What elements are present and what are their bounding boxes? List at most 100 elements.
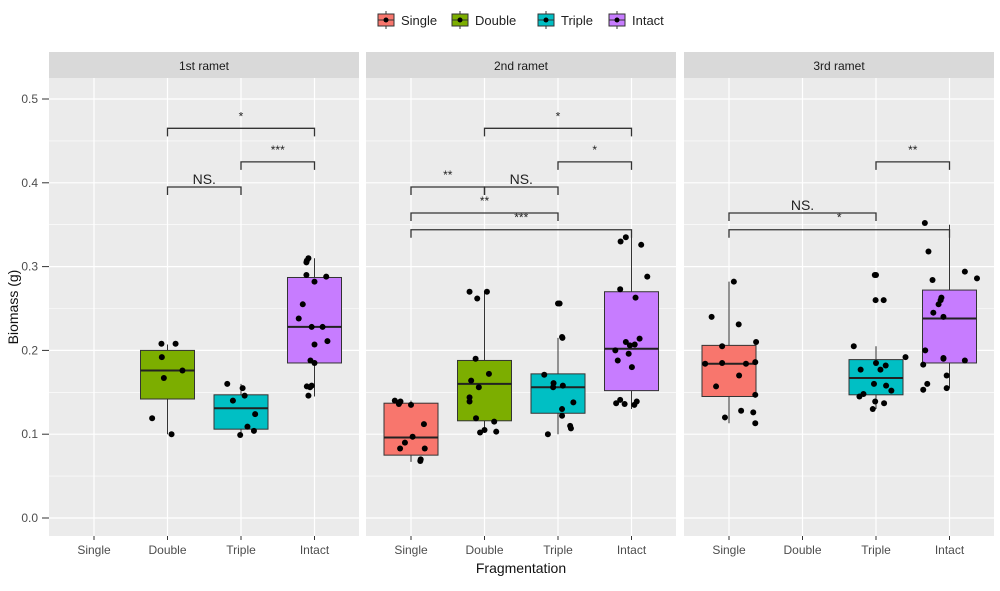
data-point xyxy=(943,372,950,379)
bracket-label: * xyxy=(239,109,244,123)
data-point xyxy=(943,385,950,392)
data-point xyxy=(753,339,760,346)
data-point xyxy=(421,445,428,452)
data-point xyxy=(466,398,473,405)
bracket-line xyxy=(557,161,633,170)
legend-dot xyxy=(383,17,389,23)
data-point xyxy=(750,409,757,416)
box-iqr xyxy=(922,289,977,364)
data-point xyxy=(311,278,318,285)
data-point xyxy=(752,391,759,398)
data-point xyxy=(617,396,624,403)
data-point xyxy=(860,390,867,397)
box-iqr xyxy=(383,402,439,456)
data-point xyxy=(752,420,759,427)
x-tick-label: Double xyxy=(148,543,186,557)
data-point xyxy=(612,347,619,354)
data-point xyxy=(395,401,402,408)
data-point xyxy=(544,431,551,438)
bracket-line xyxy=(875,161,951,170)
data-point xyxy=(633,398,640,405)
data-point xyxy=(239,385,246,392)
data-point xyxy=(305,392,312,399)
data-point xyxy=(857,366,864,373)
box-intact xyxy=(604,234,659,410)
data-point xyxy=(468,377,475,384)
x-tick-label: Intact xyxy=(300,543,330,557)
bracket-line xyxy=(483,127,633,137)
data-point xyxy=(473,415,480,422)
panel-strip xyxy=(49,52,359,78)
panel-strip xyxy=(684,52,994,78)
data-point xyxy=(570,399,577,406)
data-point xyxy=(713,383,720,390)
data-point xyxy=(303,271,310,278)
y-tick-label: 0.0 xyxy=(21,511,38,525)
significance-bracket: ** xyxy=(410,194,559,221)
bracket-line xyxy=(728,212,877,221)
data-point xyxy=(483,288,490,295)
data-point xyxy=(882,362,889,369)
legend-label: Intact xyxy=(632,13,664,28)
bracket-line xyxy=(166,127,316,137)
box-iqr xyxy=(604,291,659,392)
legend-dot xyxy=(457,17,463,23)
data-point xyxy=(735,321,742,328)
data-point xyxy=(160,375,167,382)
box-iqr xyxy=(213,394,269,430)
data-point xyxy=(311,341,318,348)
data-point xyxy=(229,397,236,404)
data-point xyxy=(883,382,890,389)
data-point xyxy=(625,350,632,357)
data-point xyxy=(922,347,929,354)
data-point xyxy=(391,397,398,404)
y-tick-label: 0.3 xyxy=(21,260,38,274)
box-triple xyxy=(213,380,269,439)
data-point xyxy=(237,432,244,439)
data-point xyxy=(179,367,186,374)
bracket-line xyxy=(410,212,559,221)
data-point xyxy=(491,418,498,425)
data-point xyxy=(752,359,759,366)
data-point xyxy=(638,241,645,248)
data-point xyxy=(873,359,879,366)
data-point xyxy=(319,323,326,330)
data-point xyxy=(872,398,879,405)
box-single xyxy=(383,397,439,465)
x-tick-label: Triple xyxy=(543,543,573,557)
x-tick-label: Single xyxy=(712,543,746,557)
box-double xyxy=(457,288,512,436)
data-point xyxy=(935,301,942,308)
significance-bracket: *** xyxy=(410,211,633,238)
y-tick-label: 0.2 xyxy=(21,343,38,357)
data-point xyxy=(493,428,500,435)
data-point xyxy=(621,401,628,408)
legend-label: Triple xyxy=(561,13,593,28)
data-point xyxy=(617,286,624,293)
data-point xyxy=(311,359,318,366)
box-single xyxy=(701,278,760,427)
data-point xyxy=(420,421,427,428)
significance-bracket: * xyxy=(483,109,633,137)
legend-item-triple: Triple xyxy=(537,11,593,29)
bracket-line xyxy=(166,186,242,195)
data-point xyxy=(149,415,156,422)
data-point xyxy=(472,355,479,362)
box-triple xyxy=(530,300,586,438)
data-point xyxy=(742,360,749,367)
data-point xyxy=(924,380,931,387)
data-point xyxy=(397,445,404,452)
data-point xyxy=(888,387,895,394)
box-iqr xyxy=(530,373,586,414)
data-point xyxy=(850,343,857,350)
data-point xyxy=(244,423,251,430)
panel-title: 2nd ramet xyxy=(494,59,549,73)
box-iqr xyxy=(140,349,195,400)
significance-bracket: NS. xyxy=(483,171,559,195)
data-point xyxy=(925,248,932,255)
data-point xyxy=(708,313,715,320)
x-tick-label: Single xyxy=(77,543,111,557)
data-point xyxy=(324,338,331,345)
panel-3: Single Double Triple Intact 3rd ramet ** NS. * xyxy=(684,52,994,557)
